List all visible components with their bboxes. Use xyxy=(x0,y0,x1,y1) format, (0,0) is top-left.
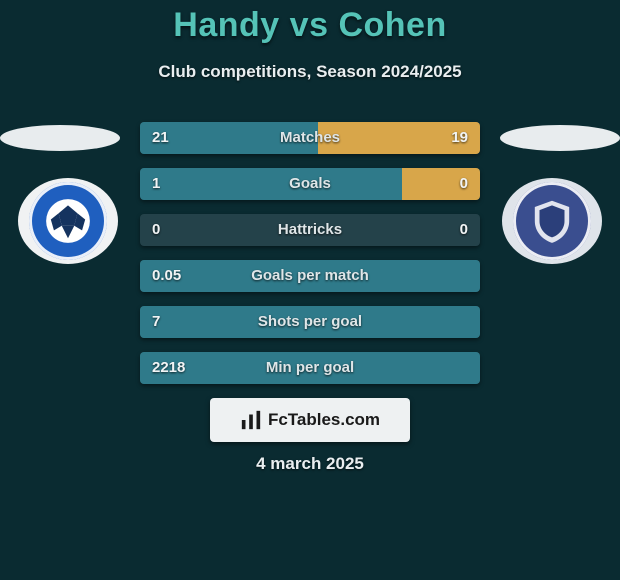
shadow-ellipse-left xyxy=(0,125,120,151)
stat-label: Goals per match xyxy=(140,260,480,292)
stat-label: Matches xyxy=(140,122,480,154)
stat-row: 2119Matches xyxy=(140,122,480,154)
bar-chart-icon xyxy=(240,409,262,431)
title-vs: vs xyxy=(290,6,329,44)
stat-row: 7Shots per goal xyxy=(140,306,480,338)
attribution-text: FcTables.com xyxy=(268,410,380,430)
club-badge-left-inner xyxy=(29,182,107,260)
shield-icon xyxy=(527,196,577,246)
club-badge-right xyxy=(502,178,602,264)
stat-label: Shots per goal xyxy=(140,306,480,338)
shadow-ellipse-right xyxy=(500,125,620,151)
soccer-ball-icon xyxy=(43,196,93,246)
club-badge-left xyxy=(18,178,118,264)
player-b-name: Cohen xyxy=(338,6,446,44)
stat-label: Goals xyxy=(140,168,480,200)
footer-date: 4 march 2025 xyxy=(0,454,620,474)
page-title: Handy vs Cohen xyxy=(0,6,620,45)
stat-row: 0.05Goals per match xyxy=(140,260,480,292)
comparison-card: Handy vs Cohen Club competitions, Season… xyxy=(0,0,620,580)
stat-label: Hattricks xyxy=(140,214,480,246)
stat-label: Min per goal xyxy=(140,352,480,384)
stat-row: 2218Min per goal xyxy=(140,352,480,384)
subtitle: Club competitions, Season 2024/2025 xyxy=(0,62,620,82)
stat-row: 10Goals xyxy=(140,168,480,200)
stat-row: 00Hattricks xyxy=(140,214,480,246)
player-a-name: Handy xyxy=(173,6,279,44)
club-badge-right-inner xyxy=(513,182,591,260)
attribution-badge: FcTables.com xyxy=(210,398,410,442)
stat-rows: 2119Matches 10Goals 00Hattricks 0.05Goals p… xyxy=(140,122,480,398)
